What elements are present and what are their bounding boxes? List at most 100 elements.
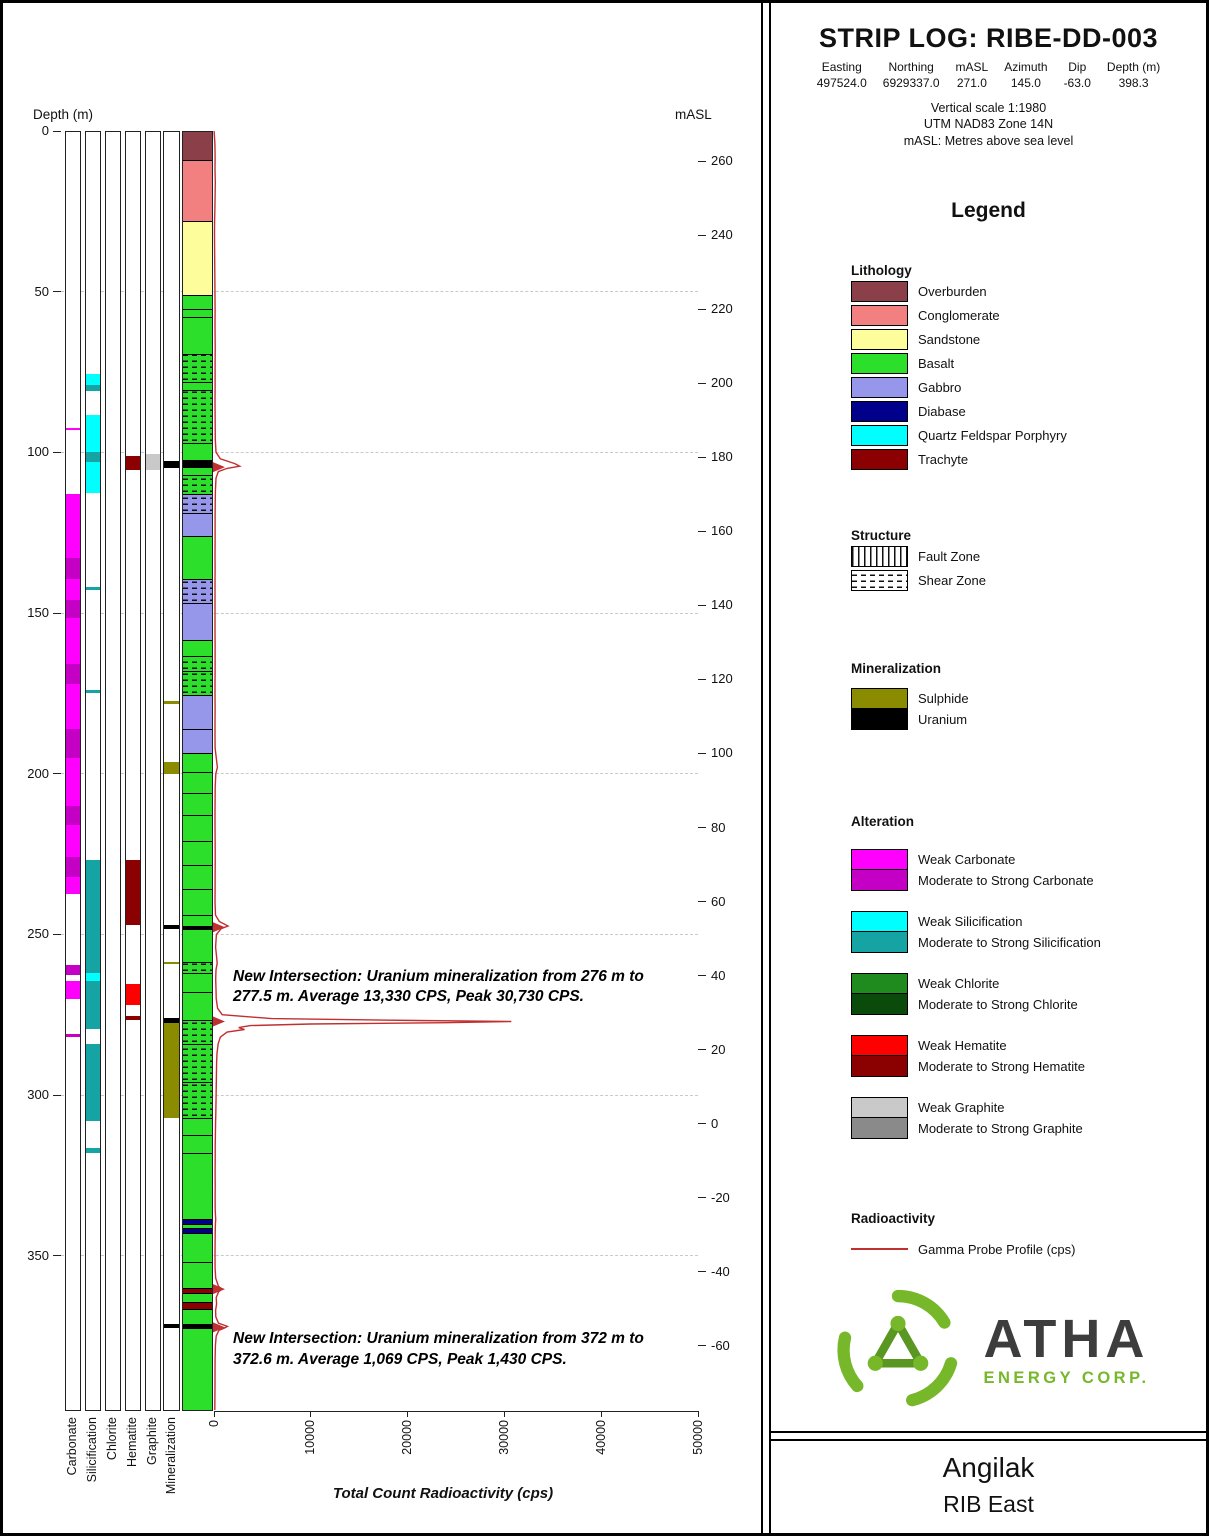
lithology-interval [183,1043,212,1083]
mineralization-heading: Mineralization [851,660,942,676]
masl-tick-mark [698,901,706,903]
legend-section-mineralization: Mineralization Sulphide Uranium [851,661,1206,730]
masl-tick-label: 260 [711,153,733,168]
depth-tick-mark [53,612,61,614]
legend-label: Fault Zone [918,548,981,564]
legend-label: Shear Zone [918,572,986,588]
alteration-interval [86,1148,100,1153]
lithology-interval [183,1228,212,1234]
track-label-graphite: Graphite [145,1416,159,1465]
area-name: RIB East [943,1491,1034,1517]
sil_w-swatch [851,910,908,932]
masl-tick-label: -40 [711,1263,730,1279]
radioactivity-heading: Radioactivity [851,1210,936,1226]
track-label-chlorite: Chlorite [105,1416,119,1460]
depth-tick-mark [53,773,61,775]
lithology-interval [183,1302,212,1309]
footer-box: Angilak RIB East [771,1439,1206,1533]
legend-label: Weak Graphite [918,1099,1005,1115]
cps-tick-mark [504,1410,506,1417]
scale-note: mASL: Metres above sea level [903,133,1074,148]
depth-tick-mark [53,291,61,293]
legend-label: Weak Hematite [918,1037,1007,1053]
alteration-interval [86,586,100,590]
cps-axis-line [213,1410,698,1412]
legend-label: Gamma Probe Profile (cps) [918,1241,1076,1257]
cps-tick-label: 40000 [594,1419,609,1455]
alteration-interval [66,664,80,684]
alteration-interval [86,452,100,462]
masl-tick-mark [698,678,706,680]
masl-tick-label: -60 [711,1337,730,1353]
lithology-interval [183,381,212,390]
alteration-swatches [851,910,908,953]
alteration-interval [86,373,100,385]
lithology-interval [183,1328,212,1410]
alteration-legend-group: Weak Carbonate Moderate to Strong Carbona… [851,848,1206,891]
lithology-interval [183,579,212,604]
lithology-interval [183,670,212,695]
depth-tick-mark [53,933,61,935]
depth-tick-label: 350 [27,1247,49,1263]
lithology-interval [183,728,212,753]
masl-tick-mark [698,234,706,236]
lithology-interval [183,159,212,221]
alteration-interval [86,690,100,694]
legend-label: Conglomerate [918,307,1000,323]
legend-item-sandstone: Sandstone [851,328,1206,350]
legend-label: Quartz Feldspar Porphyry [918,427,1067,443]
lithology-interval [183,309,212,318]
depth-tick-mark [53,1094,61,1096]
gamma-line-swatch [851,1248,908,1251]
masl-tick-label: 160 [711,523,733,539]
masl-tick-mark [698,1345,706,1347]
lithology-interval [183,1233,212,1263]
masl-tick-label: 60 [711,893,726,909]
legend-label: Weak Carbonate [918,851,1016,867]
alteration-interval [86,384,100,392]
uranium-intersection-marker [213,1016,225,1027]
lithology-interval [183,1262,212,1288]
gabbro-swatch [851,376,908,398]
lithology-interval [183,494,212,514]
cps-axis-title: Total Count Radioactivity (cps) [332,1484,554,1502]
alteration-interval [164,925,179,929]
cps-tick-label: 50000 [691,1419,705,1455]
masl-tick-label: 40 [711,967,726,983]
alteration-heading: Alteration [851,813,915,829]
alteration-interval [86,415,100,453]
legend-label: Overburden [918,283,987,299]
masl-tick-mark [698,604,706,606]
intersection-annotation: New Intersection: Uranium mineralization… [233,1330,644,1368]
fault-zone-swatch [851,545,908,567]
atha-wordmark: ATHA ENERGY CORP. [983,1312,1149,1388]
structure-heading: Structure [851,527,912,543]
legend-label: Moderate to Strong Silicification [918,934,1101,950]
legend-label: Moderate to Strong Carbonate [918,872,1094,888]
lithology-interval [183,389,212,443]
alteration-interval [86,980,100,1030]
alteration-interval [66,427,80,431]
masl-tick-label: 200 [711,375,733,391]
sulphide-swatch [851,687,908,709]
lithology-interval [183,294,212,310]
alteration-interval [66,805,80,826]
legend-label: Trachyte [918,451,969,467]
legend-label: Moderate to Strong Hematite [918,1058,1085,1074]
overburden-swatch [851,280,908,302]
alteration-interval [66,964,80,975]
alteration-interval [164,1022,179,1118]
depth-tick-mark [53,451,61,453]
depth-axis-label: Depth (m) [33,107,94,122]
metadata-cell: Northing 6929337.0 [883,60,940,90]
alteration-labels: Weak Chlorite Moderate to Strong Chlorite [918,973,1078,1015]
alteration-interval [66,980,80,999]
lithology-interval [183,961,212,973]
metadata-cell: Azimuth 145.0 [1004,60,1047,90]
lithology-interval [183,925,212,929]
lithology-interval [183,992,212,1020]
lithology-interval [183,1324,212,1329]
legend-item-gamma-profile: Gamma Probe Profile (cps) [851,1242,1206,1257]
gamma-profile-line [213,130,512,1411]
lithology-interval [183,1287,212,1293]
